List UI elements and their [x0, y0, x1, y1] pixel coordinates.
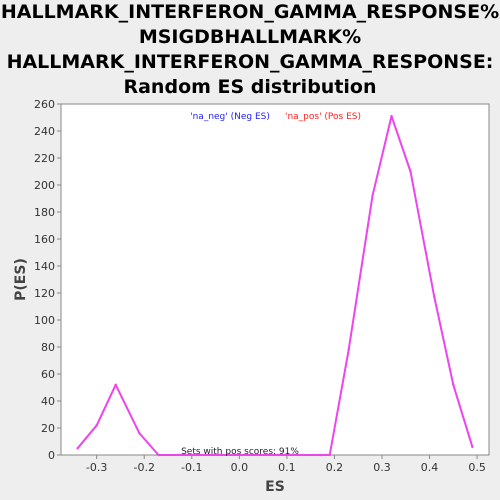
y-tick-label: 20 — [41, 422, 55, 435]
y-tick-label: 180 — [34, 206, 55, 219]
data-point — [238, 453, 241, 457]
data-point — [318, 453, 322, 457]
plot-area — [60, 103, 490, 456]
data-point — [276, 453, 279, 457]
y-tick-label: 240 — [34, 125, 55, 138]
x-tick-label: 0.2 — [326, 461, 344, 474]
data-point — [76, 447, 79, 450]
x-tick-label: -0.2 — [133, 461, 154, 474]
data-point — [176, 453, 179, 457]
x-tick-label: -0.3 — [86, 461, 107, 474]
data-point — [409, 170, 412, 173]
data-point — [257, 453, 260, 457]
y-tick-label: 100 — [34, 314, 55, 327]
data-point — [347, 348, 350, 351]
y-tick-label: 220 — [34, 152, 55, 165]
legend-entry-pos: 'na_pos' (Pos ES) — [285, 112, 361, 122]
data-point — [299, 453, 303, 457]
data-point — [452, 383, 455, 386]
data-point — [95, 424, 98, 427]
y-tick-label: 40 — [41, 395, 55, 408]
y-tick-label: 80 — [41, 341, 55, 354]
x-tick-label: -0.1 — [181, 461, 202, 474]
data-point — [157, 453, 160, 457]
data-point — [433, 295, 436, 299]
data-point — [371, 194, 374, 197]
data-point — [471, 445, 474, 449]
x-tick-label: 0.5 — [468, 461, 486, 474]
y-tick-label: 120 — [34, 287, 55, 300]
data-point — [390, 114, 393, 118]
y-tick-label: 0 — [48, 449, 55, 462]
chart-title: HALLMARK_INTERFERON_GAMMA_RESPONSE% MSIG… — [0, 0, 500, 100]
chart-title-line-2: MSIGDBHALLMARK% — [138, 26, 362, 48]
x-axis-label: ES — [265, 479, 285, 495]
y-ticks: 0 20 40 60 80 100 120 140 160 180 200 220 240 260 — [34, 98, 61, 462]
pos-scores-annotation: Sets with pos scores: 91% — [181, 447, 299, 457]
x-tick-label: 0.1 — [278, 461, 296, 474]
chart-title-line-3: HALLMARK_INTERFERON_GAMMA_RESPONSE: — [6, 51, 494, 73]
data-point — [219, 453, 222, 457]
data-point — [138, 432, 141, 435]
x-tick-label: 0.4 — [421, 461, 439, 474]
y-tick-label: 160 — [34, 233, 55, 246]
legend-entry-neg: 'na_neg' (Neg ES) — [190, 112, 270, 122]
y-tick-label: 200 — [34, 179, 55, 192]
data-point — [195, 453, 198, 457]
x-tick-label: 0.3 — [373, 461, 391, 474]
x-ticks: -0.3 -0.2 -0.1 0.0 0.1 0.2 0.3 0.4 0.5 — [86, 455, 486, 474]
data-point — [328, 453, 331, 457]
data-point — [114, 383, 117, 386]
series-group — [76, 114, 474, 457]
chart-title-line-1: HALLMARK_INTERFERON_GAMMA_RESPONSE% — [0, 1, 500, 23]
y-tick-label: 260 — [34, 98, 55, 111]
y-tick-label: 60 — [41, 368, 55, 381]
y-tick-label: 140 — [34, 260, 55, 273]
y-axis-label: P(ES) — [13, 258, 29, 301]
chart-title-line-4: Random ES distribution — [123, 76, 377, 98]
x-tick-label: 0.0 — [231, 461, 249, 474]
